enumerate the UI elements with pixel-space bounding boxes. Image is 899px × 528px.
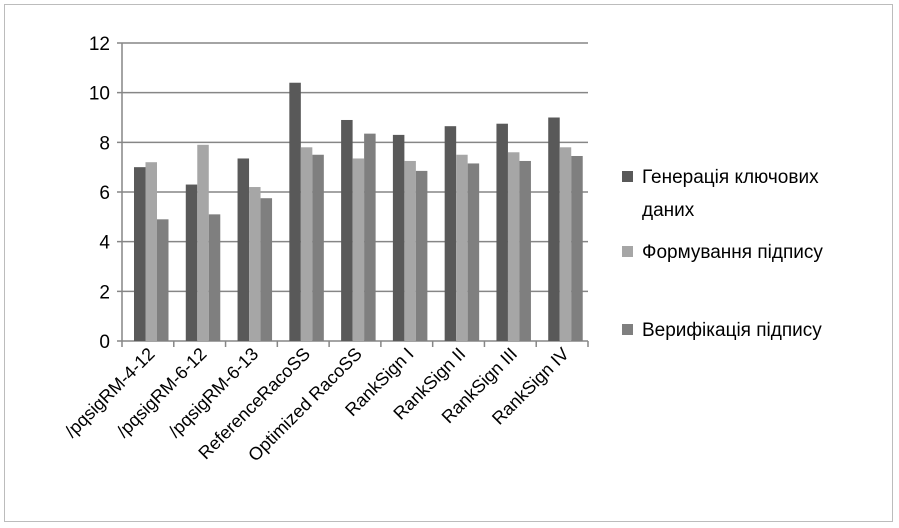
legend-label: Верифікація підпису <box>642 320 822 341</box>
bar <box>404 160 416 341</box>
bar <box>519 160 531 341</box>
legend-label: даних <box>642 200 695 221</box>
y-tick-label: 2 <box>99 282 110 303</box>
y-tick-label: 8 <box>99 133 110 154</box>
legend-swatch <box>622 171 633 182</box>
x-tick-label: /pqsigRM-6-13 <box>165 344 263 442</box>
bar <box>352 158 365 341</box>
x-tick-label: /pqsigRM-6-12 <box>113 344 211 442</box>
legend-swatch <box>622 246 633 257</box>
bar <box>392 134 405 341</box>
bar <box>364 133 376 341</box>
bar <box>456 154 468 341</box>
bar <box>467 163 480 341</box>
bar-chart: 0 2 4 6 8 10 12/pqsigRM-4-12/pqsigRM-6-12/pqsi… <box>61 34 823 465</box>
bar <box>571 155 583 341</box>
bar <box>507 152 520 341</box>
bar <box>300 147 313 341</box>
bar <box>249 187 261 341</box>
bar <box>289 82 301 341</box>
bar <box>157 219 169 341</box>
bar <box>260 198 273 341</box>
bar <box>548 117 560 341</box>
bar <box>312 154 324 341</box>
legend-swatch <box>622 324 633 335</box>
bar <box>185 184 198 341</box>
bar <box>237 158 250 341</box>
bar <box>134 167 146 341</box>
bar <box>559 147 572 341</box>
legend-label: Формування підпису <box>642 242 823 263</box>
bar <box>496 123 508 341</box>
y-tick-label: 12 <box>89 34 110 55</box>
bar <box>415 170 428 341</box>
x-tick-label: /pqsigRM-4-12 <box>61 344 159 442</box>
bar <box>145 162 157 341</box>
legend-label: Генерація ключових <box>642 167 819 188</box>
bar <box>197 144 209 341</box>
bar <box>444 126 457 341</box>
y-tick-label: 6 <box>99 183 110 204</box>
y-tick-label: 4 <box>99 233 110 254</box>
y-tick-label: 10 <box>89 84 110 105</box>
y-tick-label: 0 <box>99 332 110 353</box>
chart-frame: 0 2 4 6 8 10 12/pqsigRM-4-12/pqsigRM-6-12/pqsi… <box>4 4 893 522</box>
bar <box>341 119 353 341</box>
bar <box>208 214 221 341</box>
